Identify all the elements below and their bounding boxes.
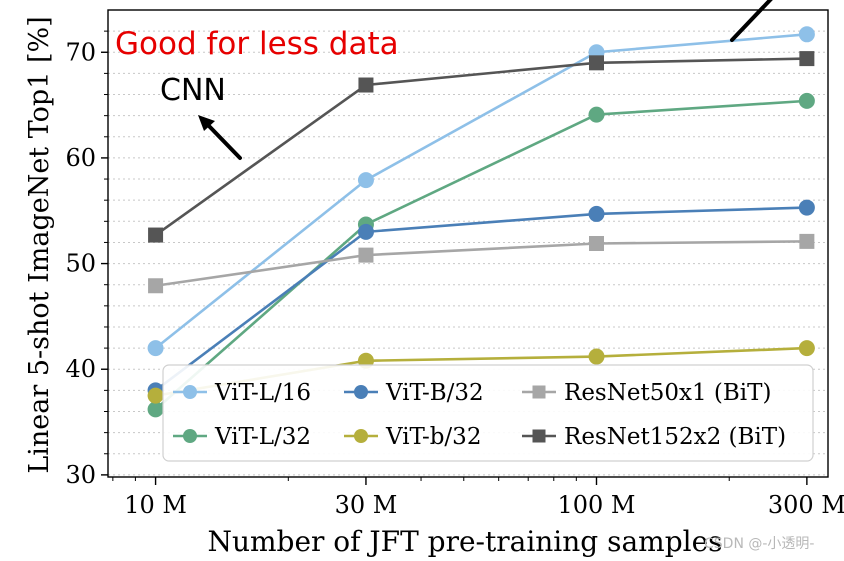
ticks: 30 40 50 60 70 10 M 30 M 100 M 300 M <box>65 30 844 519</box>
legend: ViT-L/16 ViT-L/32 ViT-B/32 ViT-b/32 ResNet50… <box>162 364 814 462</box>
axes <box>107 9 829 478</box>
data-point <box>799 51 815 67</box>
series-line <box>155 240 807 288</box>
data-point <box>357 223 374 240</box>
data-point <box>148 278 164 294</box>
annotation-good-for-less-data: Good for less data <box>115 26 399 62</box>
data-point <box>147 401 164 418</box>
data-point <box>798 92 815 109</box>
cnn-arrow-icon <box>198 115 242 160</box>
vit-arrow-icon <box>730 0 773 42</box>
y-tick-label: 40 <box>65 355 96 383</box>
series-line <box>154 99 807 411</box>
data-point <box>358 77 374 93</box>
data-point <box>588 236 604 251</box>
legend-label: ResNet50x1 (BiT) <box>564 380 771 406</box>
watermark: CSDN @-小透明- <box>704 536 814 552</box>
data-point <box>588 106 605 123</box>
legend-label: ResNet152x2 (BiT) <box>564 424 786 450</box>
legend-label: ViT-b/32 <box>385 424 481 450</box>
series-line <box>154 206 807 392</box>
data-point <box>357 172 374 189</box>
y-tick-label: 70 <box>65 38 96 66</box>
legend-marker <box>183 385 197 399</box>
data-point <box>588 205 605 222</box>
legend-marker <box>354 429 368 443</box>
legend-marker <box>532 429 546 443</box>
legend-marker <box>183 429 197 443</box>
x-axis-label: Number of JFT pre-training samples <box>207 525 722 558</box>
data-point <box>798 199 815 216</box>
y-tick-label: 50 <box>65 250 96 278</box>
data-point <box>799 233 815 249</box>
x-tick-label: 100 M <box>557 491 635 519</box>
legend-box <box>162 364 814 462</box>
x-tick-label: 30 M <box>335 491 398 519</box>
data-point <box>358 247 374 263</box>
series-line <box>154 57 807 237</box>
series-line <box>154 33 807 350</box>
legend-marker <box>532 385 546 399</box>
data-point <box>798 340 815 357</box>
plot-frame <box>107 9 829 478</box>
legend-label: ViT-L/32 <box>214 424 311 450</box>
data-point <box>798 26 815 43</box>
data-point <box>148 227 164 243</box>
y-tick-label: 60 <box>65 144 96 172</box>
legend-label: ViT-B/32 <box>385 380 484 406</box>
y-axis-label: Linear 5-shot ImageNet Top1 [%] <box>24 16 55 473</box>
legend-marker <box>354 385 368 399</box>
data-point <box>147 340 164 357</box>
y-tick-label: 30 <box>65 461 96 489</box>
data-point <box>588 55 604 71</box>
x-tick-label: 300 M <box>768 491 844 519</box>
annotation-cnn-label: CNN <box>160 73 226 108</box>
x-tick-label: 10 M <box>124 491 187 519</box>
data-point <box>588 348 605 365</box>
data-point <box>147 387 164 404</box>
legend-label: ViT-L/16 <box>214 380 311 406</box>
